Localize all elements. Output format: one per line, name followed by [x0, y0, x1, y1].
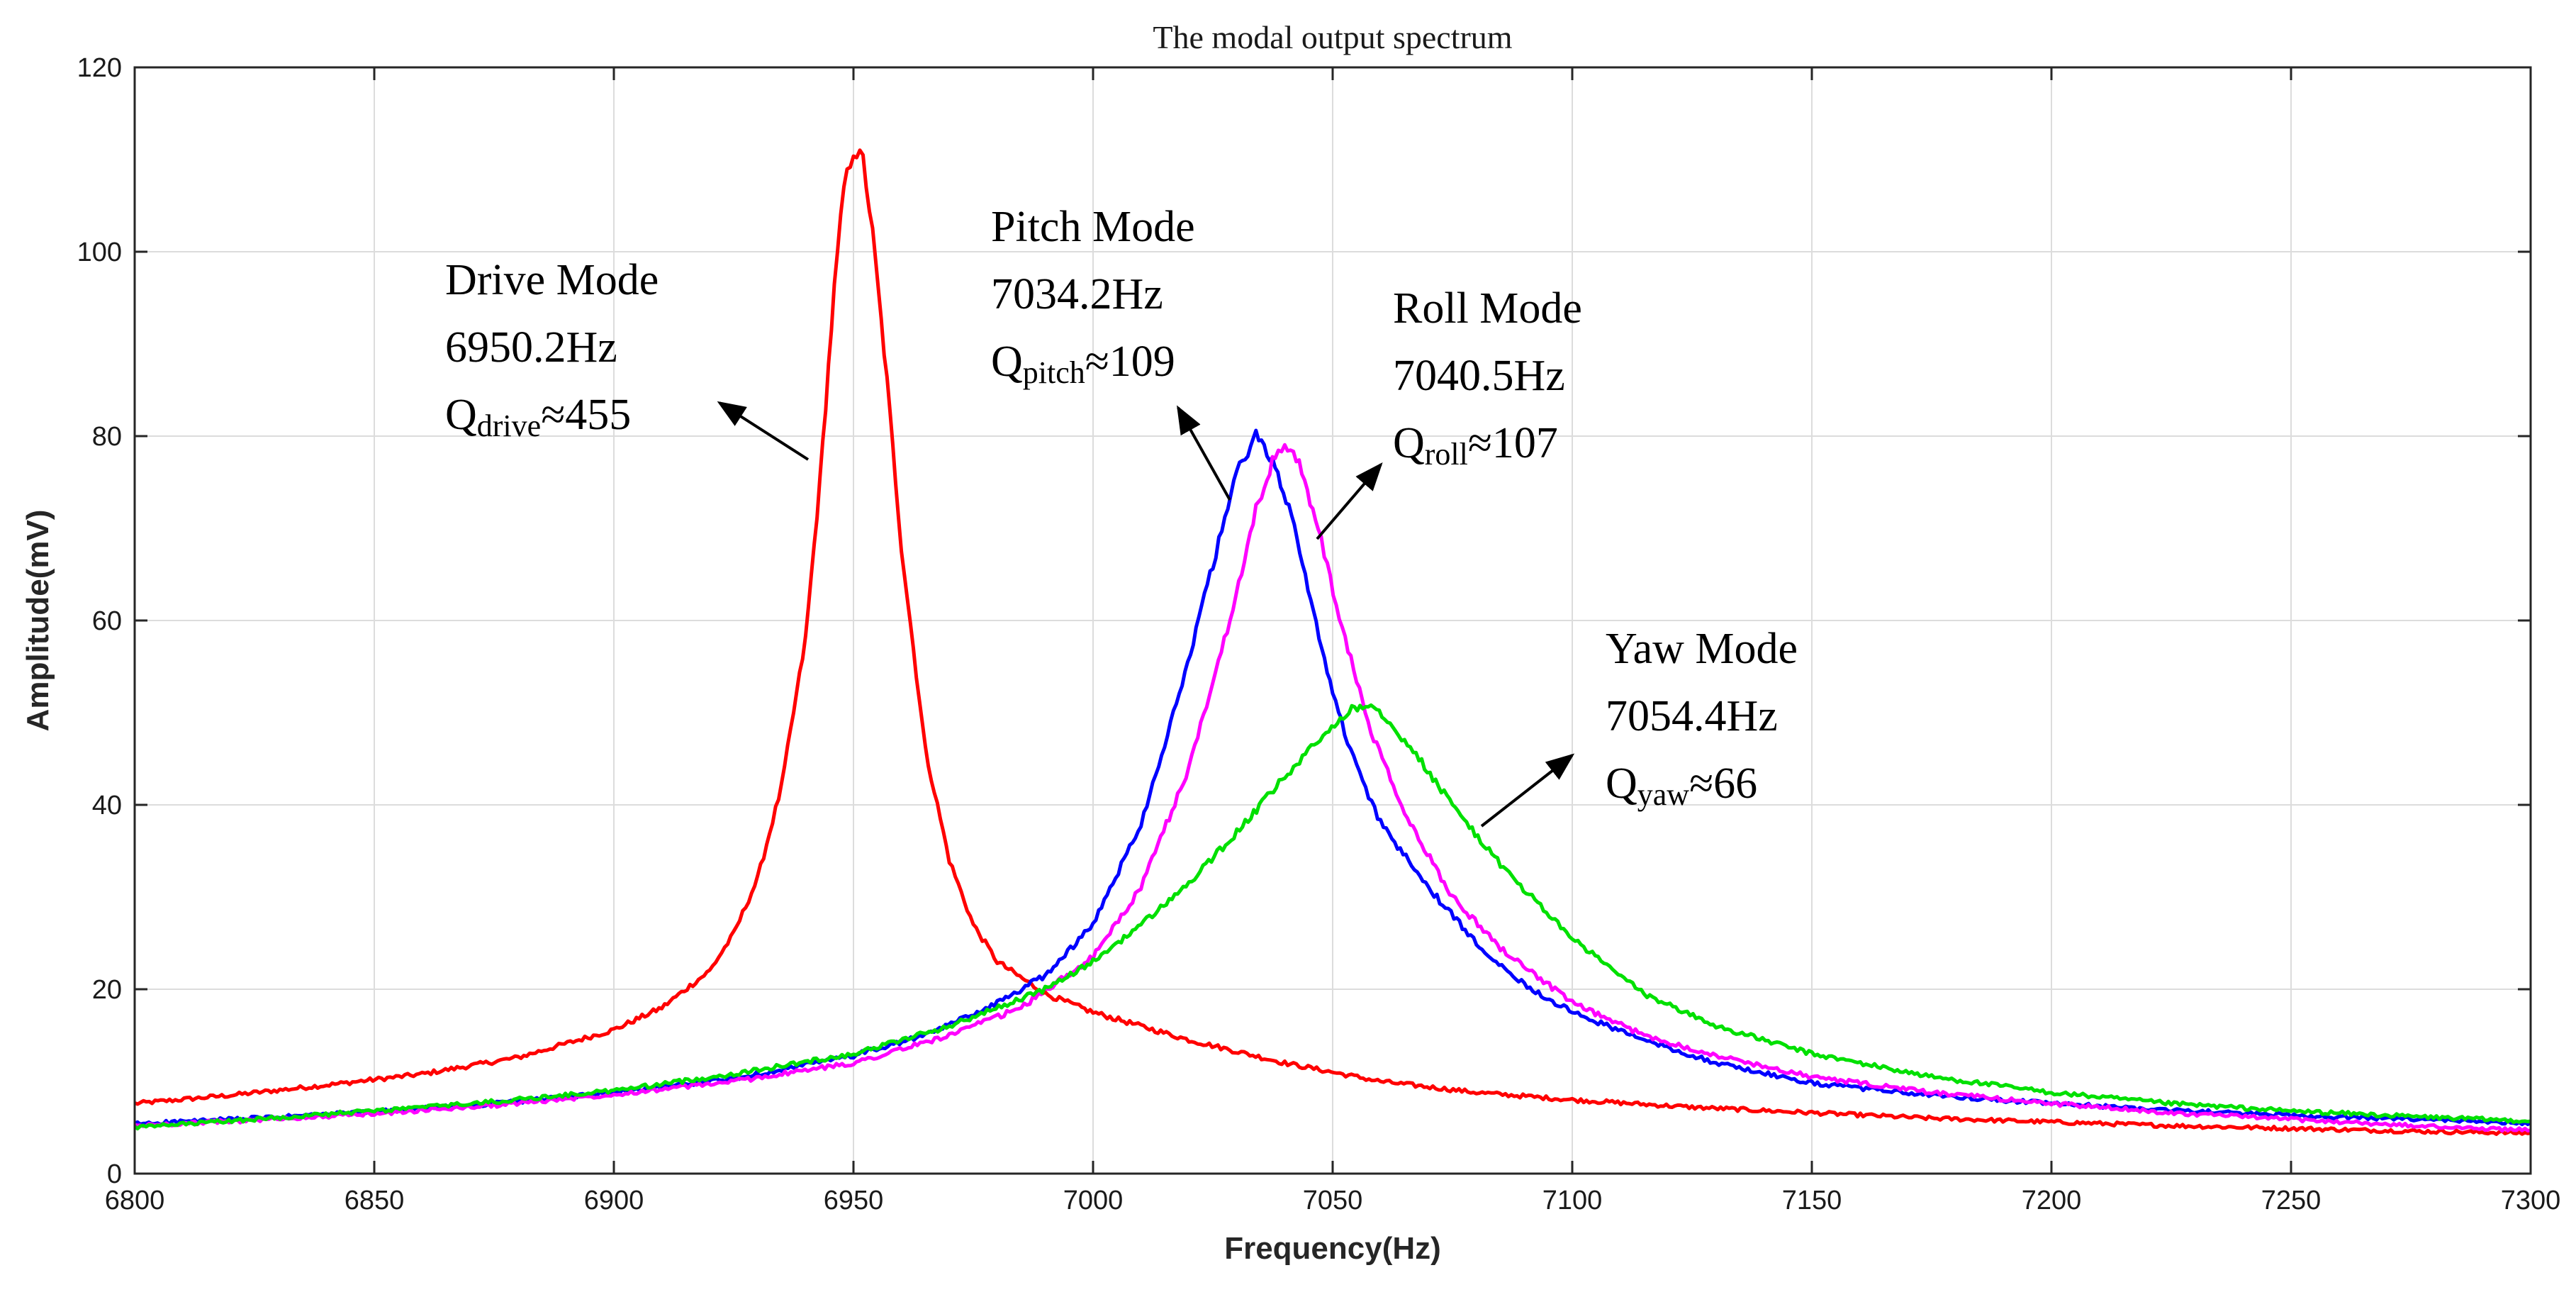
pitch-mode-label: Pitch Mode	[991, 203, 1195, 251]
axis-ticks: 6800 6850 6900 6950 7000 7050 7100 7150 7200 7250…	[77, 53, 2561, 1215]
roll-mode-frequency: 7040.5Hz	[1393, 352, 1565, 400]
roll-mode-label: Roll Mode	[1393, 284, 1582, 333]
roll-mode-series-line	[135, 442, 2531, 1133]
roll-mode-arrow	[1316, 462, 1383, 540]
roll-q-value: ≈107	[1468, 419, 1558, 467]
x-axis-label: Frequency(Hz)	[1224, 1231, 1441, 1266]
pitch-mode-q: Qpitch≈109	[991, 338, 1175, 390]
x-tick-label: 7250	[2261, 1186, 2322, 1215]
yaw-mode-q: Qyaw≈66	[1606, 759, 1757, 812]
yaw-mode-annotation: Yaw Mode 7054.4Hz Qyaw≈66	[1480, 625, 1798, 828]
y-tick-label: 40	[92, 791, 122, 820]
y-tick-label: 60	[92, 606, 122, 636]
y-tick-label: 120	[77, 53, 122, 83]
y-tick-label: 0	[107, 1159, 122, 1189]
drive-mode-arrow	[717, 401, 810, 461]
x-tick-label: 7300	[2501, 1186, 2561, 1215]
yaw-mode-arrow	[1480, 753, 1575, 828]
drive-mode-label: Drive Mode	[445, 256, 659, 304]
x-tick-label: 6850	[345, 1186, 405, 1215]
roll-q-subscript: roll	[1425, 437, 1468, 472]
pitch-mode-annotation: Pitch Mode 7034.2Hz Qpitch≈109	[991, 203, 1231, 501]
x-tick-label: 7200	[2022, 1186, 2082, 1215]
yaw-q-letter: Q	[1606, 759, 1637, 808]
grid-lines	[135, 67, 2531, 1174]
roll-mode-q: Qroll≈107	[1393, 419, 1558, 472]
yaw-q-value: ≈66	[1689, 759, 1757, 808]
roll-q-letter: Q	[1393, 419, 1425, 467]
y-tick-label: 100	[77, 238, 122, 267]
drive-mode-series-line	[135, 148, 2531, 1136]
x-tick-label: 7150	[1782, 1186, 1842, 1215]
roll-mode-annotation: Roll Mode 7040.5Hz Qroll≈107	[1316, 284, 1582, 540]
drive-mode-q: Qdrive≈455	[445, 391, 631, 443]
pitch-mode-arrow	[1177, 405, 1231, 501]
pitch-q-letter: Q	[991, 338, 1023, 386]
drive-q-subscript: drive	[477, 408, 541, 443]
pitch-mode-frequency: 7034.2Hz	[991, 270, 1163, 318]
yaw-q-subscript: yaw	[1637, 777, 1690, 812]
drive-mode-frequency: 6950.2Hz	[445, 323, 617, 372]
pitch-q-subscript: pitch	[1023, 355, 1085, 390]
series-layer	[135, 148, 2531, 1136]
pitch-q-value: ≈109	[1085, 338, 1175, 386]
yaw-mode-frequency: 7054.4Hz	[1606, 692, 1778, 740]
y-tick-label: 20	[92, 975, 122, 1005]
x-tick-label: 7100	[1542, 1186, 1603, 1215]
y-axis-label: Amplitude(mV)	[21, 510, 55, 732]
x-tick-label: 6900	[584, 1186, 644, 1215]
chart-title: The modal output spectrum	[1153, 19, 1512, 55]
y-tick-label: 80	[92, 422, 122, 452]
x-tick-label: 7000	[1063, 1186, 1124, 1215]
yaw-mode-label: Yaw Mode	[1606, 625, 1798, 673]
x-tick-label: 6950	[824, 1186, 884, 1215]
x-tick-label: 7050	[1303, 1186, 1363, 1215]
drive-mode-annotation: Drive Mode 6950.2Hz Qdrive≈455	[445, 256, 810, 461]
yaw-mode-series-line	[135, 703, 2531, 1131]
x-tick-label: 6800	[105, 1186, 165, 1215]
drive-q-letter: Q	[445, 391, 477, 439]
drive-q-value: ≈455	[541, 391, 631, 439]
